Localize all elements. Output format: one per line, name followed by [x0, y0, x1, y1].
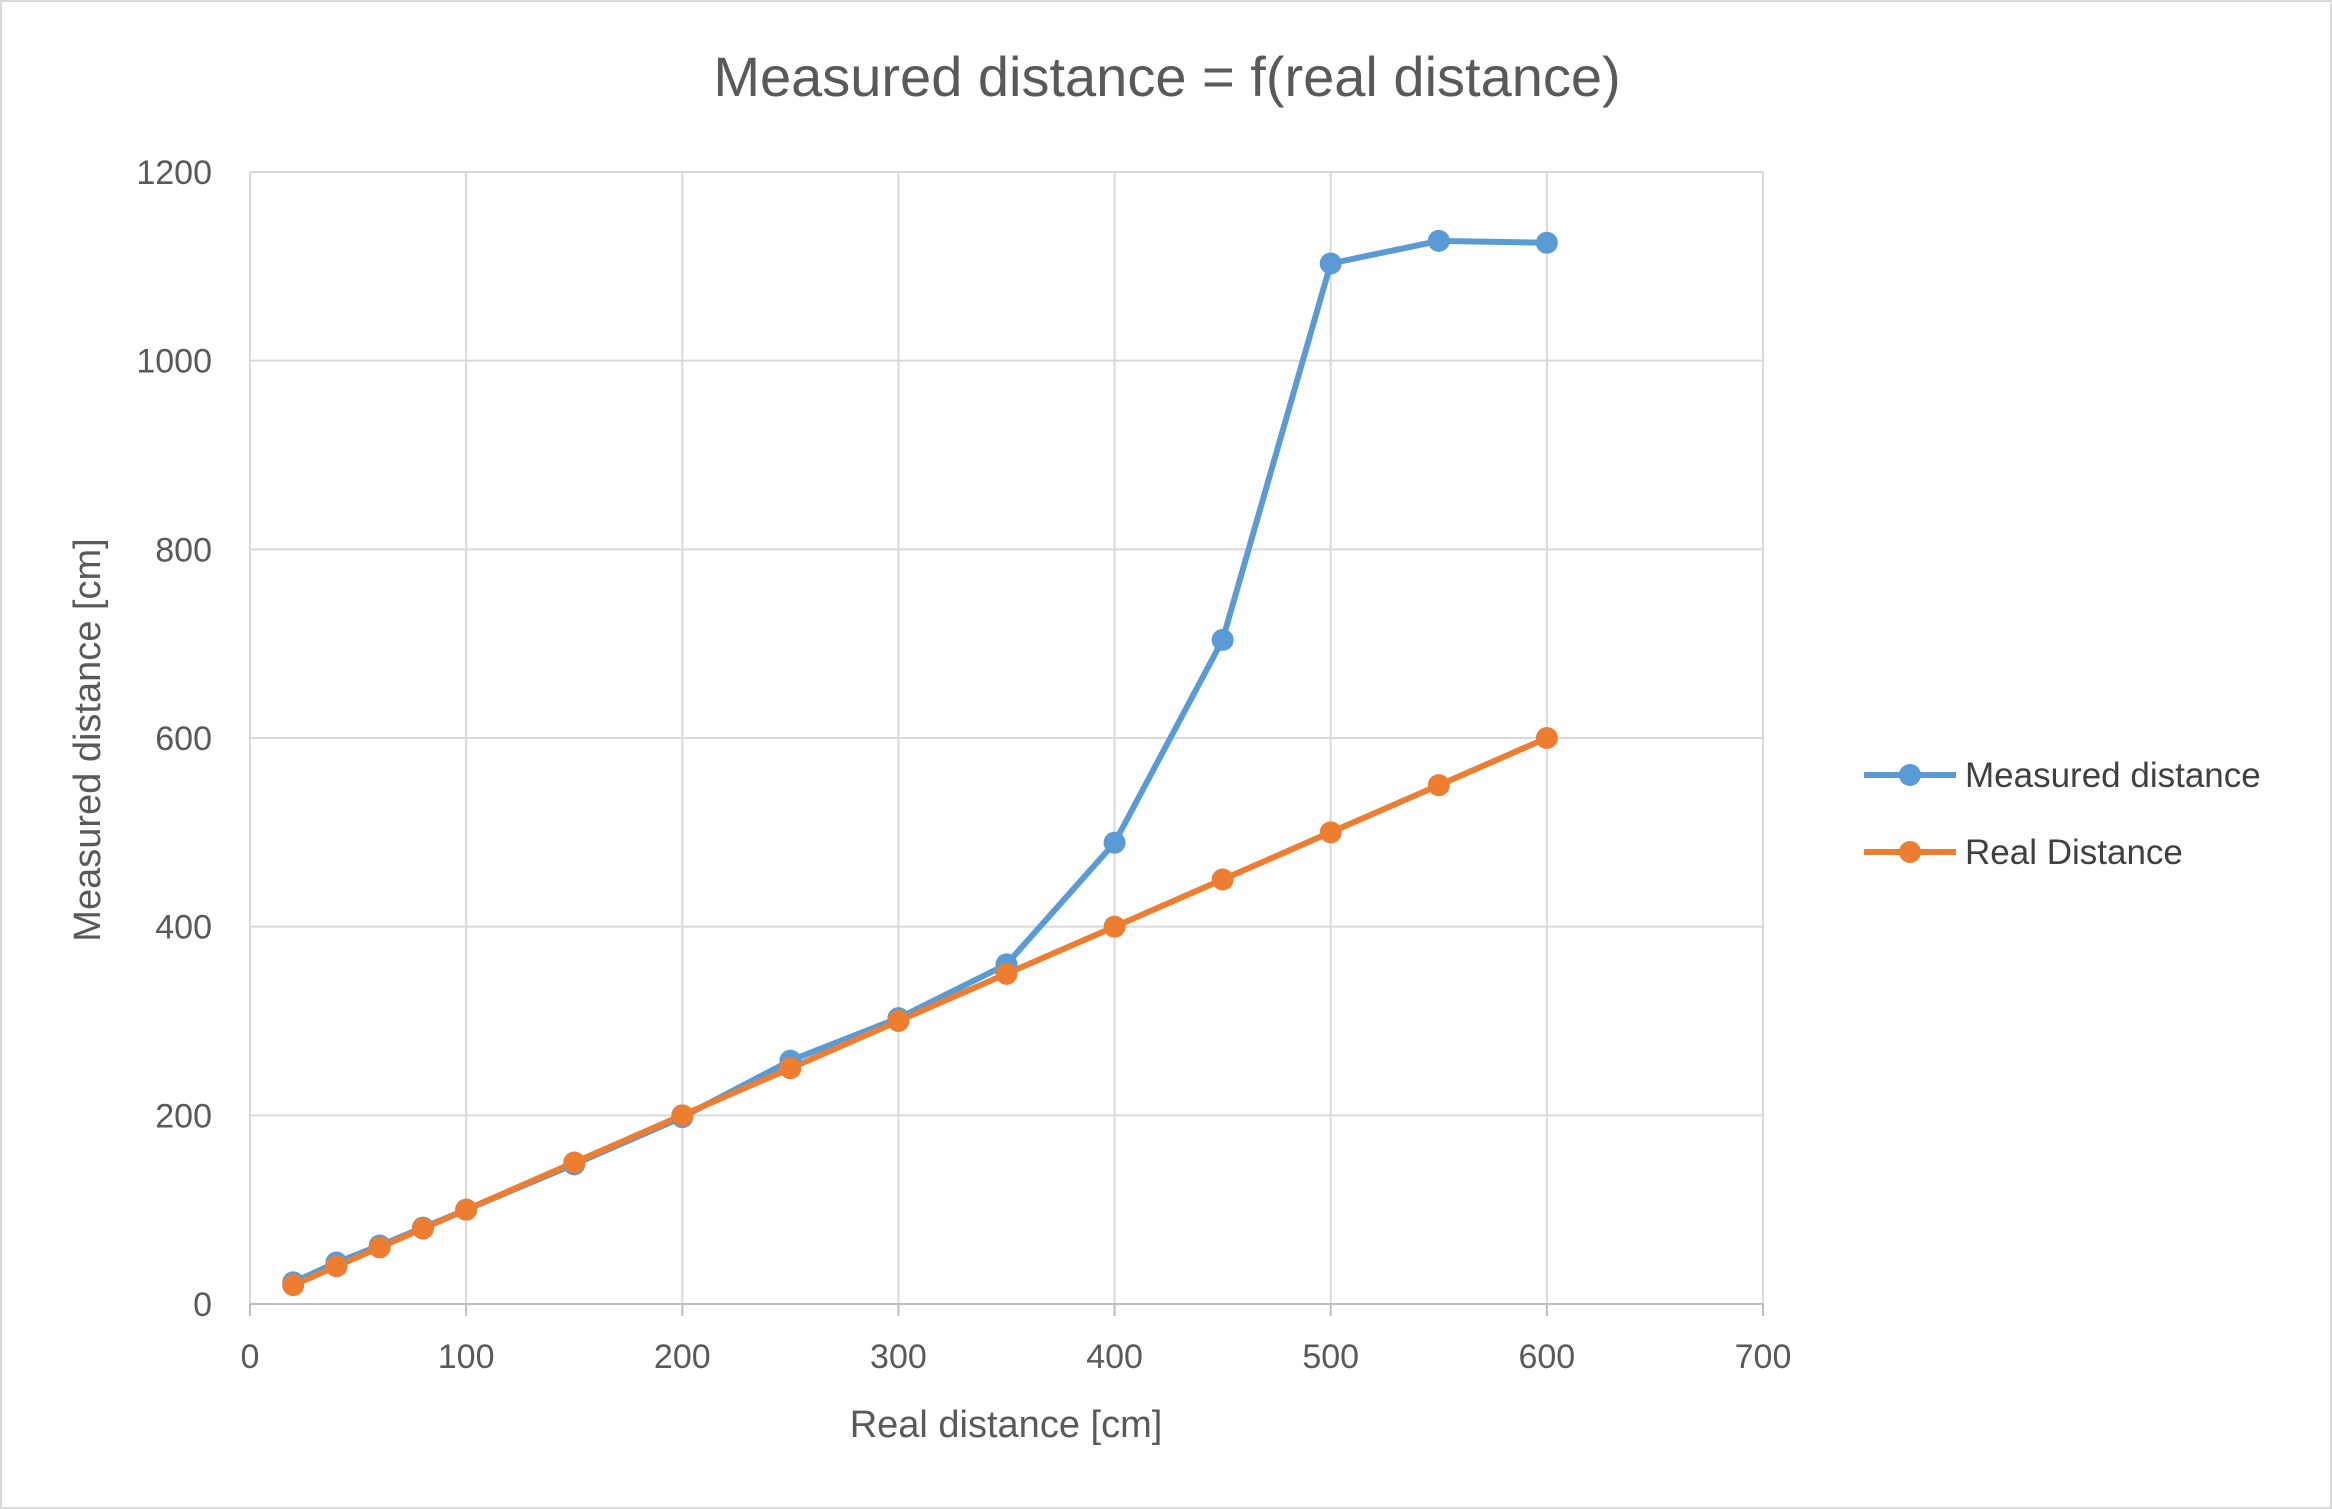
y-tick-label: 600	[155, 720, 212, 758]
x-tick-label: 100	[438, 1338, 495, 1376]
series-2-point	[887, 1010, 910, 1032]
x-tick-label: 600	[1518, 1338, 1575, 1376]
x-tick-label: 0	[241, 1338, 260, 1376]
series-2-point	[671, 1104, 694, 1127]
series-2-point	[455, 1198, 478, 1221]
x-axis-title: Real distance [cm]	[850, 1404, 1163, 1446]
series-1-point	[1211, 628, 1234, 651]
legend-label: Measured distance	[1965, 756, 2261, 795]
legend-marker	[1899, 841, 1921, 863]
series-2-point	[282, 1274, 305, 1297]
series-2-point	[1535, 727, 1558, 749]
y-tick-label: 1200	[136, 154, 212, 192]
y-tick-label: 1000	[136, 343, 212, 381]
series-2-point	[1211, 868, 1234, 891]
series-1-point	[1535, 231, 1558, 254]
chart-title: Measured distance = f(real distance)	[713, 45, 1620, 108]
series-2-point	[1103, 915, 1126, 938]
x-tick-label: 400	[1086, 1338, 1143, 1376]
series-1-point	[1427, 229, 1450, 252]
legend-entry-2: Real Distance	[1864, 833, 2183, 872]
y-tick-label: 800	[155, 531, 212, 569]
series-2-point	[995, 962, 1018, 985]
legend-marker	[1899, 764, 1921, 786]
x-tick-label: 300	[870, 1338, 927, 1376]
legend-label: Real Distance	[1965, 833, 2183, 872]
series-2-point	[325, 1255, 348, 1278]
legend: Measured distance Real Distance	[1864, 756, 2261, 872]
series-2-point	[1427, 774, 1450, 797]
legend-entry-1: Measured distance	[1864, 756, 2261, 795]
x-tick-label: 700	[1735, 1338, 1792, 1376]
y-tick-label: 400	[155, 909, 212, 947]
y-tick-label: 0	[193, 1286, 212, 1324]
x-tick-label: 500	[1302, 1338, 1359, 1376]
series-2-point	[1319, 821, 1342, 844]
series-2-point	[779, 1057, 802, 1080]
series-2-point	[411, 1217, 434, 1240]
y-tick-label: 200	[155, 1097, 212, 1135]
series-group	[282, 229, 1558, 1297]
series-line-2	[290, 735, 1550, 1289]
series-2-point	[563, 1151, 586, 1174]
series-1-point	[1319, 252, 1342, 275]
series-2-point	[368, 1236, 391, 1259]
series-line-1	[290, 237, 1550, 1286]
axes: 0 100 200 300 400 500 600 700 0 200 400 600 800 1000 1…	[136, 154, 1791, 1376]
y-axis-title: Measured distance [cm]	[67, 538, 109, 941]
x-tick-label: 200	[654, 1338, 711, 1376]
series-1-point	[1103, 831, 1126, 854]
